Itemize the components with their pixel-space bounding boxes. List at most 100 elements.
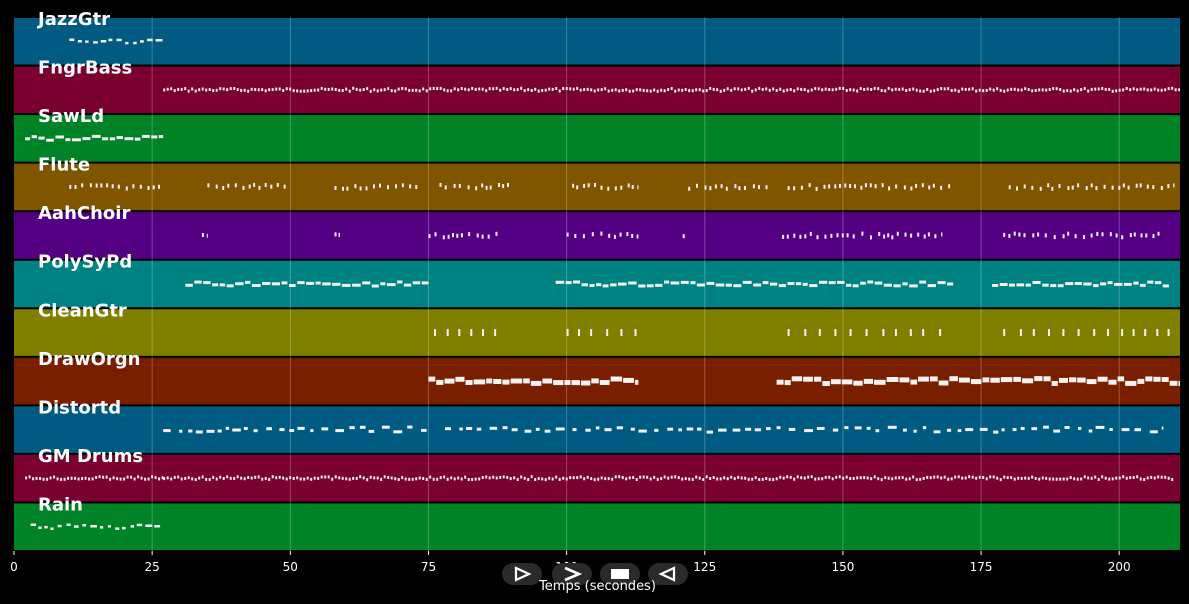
note xyxy=(310,89,313,93)
note xyxy=(201,233,204,237)
note xyxy=(982,89,985,93)
note xyxy=(985,477,988,481)
note xyxy=(485,475,488,479)
note xyxy=(919,280,927,284)
note xyxy=(933,89,936,93)
chevron-right-icon xyxy=(564,566,583,582)
note xyxy=(1006,88,1009,92)
note xyxy=(1146,476,1149,480)
note xyxy=(894,329,897,336)
note xyxy=(422,87,425,91)
note xyxy=(458,183,461,188)
note xyxy=(474,477,477,481)
note xyxy=(412,281,421,285)
note xyxy=(599,380,610,385)
note xyxy=(852,477,855,480)
note xyxy=(589,284,595,287)
note xyxy=(1019,329,1022,336)
note xyxy=(38,136,45,140)
note xyxy=(297,426,305,430)
note xyxy=(716,477,719,481)
note xyxy=(1034,89,1037,92)
note xyxy=(502,475,505,479)
note xyxy=(1062,477,1065,481)
note xyxy=(895,184,898,189)
track-label: Flute xyxy=(38,155,90,176)
note xyxy=(506,88,509,91)
note xyxy=(861,231,864,236)
note xyxy=(702,478,705,481)
note xyxy=(596,283,602,287)
note xyxy=(1062,89,1065,93)
stop-button[interactable] xyxy=(600,563,640,585)
note xyxy=(1010,476,1013,480)
note xyxy=(726,477,729,481)
note xyxy=(359,475,362,479)
note xyxy=(779,87,782,91)
note xyxy=(379,183,381,188)
note xyxy=(530,380,542,386)
note xyxy=(191,87,194,91)
note xyxy=(488,476,491,480)
note xyxy=(488,87,491,91)
note xyxy=(730,475,733,479)
note xyxy=(936,88,939,92)
note xyxy=(1069,89,1072,93)
note xyxy=(219,283,226,287)
note xyxy=(1149,430,1158,434)
note xyxy=(208,88,211,91)
note xyxy=(1160,186,1163,190)
forward-button[interactable] xyxy=(552,563,592,585)
note xyxy=(614,186,617,191)
note xyxy=(927,284,936,288)
note xyxy=(947,282,954,286)
note xyxy=(341,476,344,480)
note xyxy=(758,185,760,190)
note xyxy=(486,378,493,384)
note xyxy=(254,475,257,479)
note xyxy=(834,329,837,336)
note xyxy=(1150,475,1153,479)
note xyxy=(581,380,591,386)
note xyxy=(95,183,98,188)
note xyxy=(390,89,393,93)
note xyxy=(1052,477,1055,481)
note xyxy=(421,281,429,285)
note xyxy=(787,282,795,285)
note xyxy=(913,429,917,433)
note xyxy=(854,184,856,189)
note xyxy=(691,477,694,481)
note xyxy=(1057,284,1064,288)
note xyxy=(730,88,733,92)
note xyxy=(447,234,450,239)
note xyxy=(69,38,75,41)
note xyxy=(597,477,600,481)
track-label: Distortd xyxy=(38,397,121,418)
note xyxy=(299,477,302,481)
note xyxy=(450,476,453,480)
note xyxy=(411,477,414,481)
note xyxy=(867,280,874,284)
note xyxy=(233,87,236,90)
note xyxy=(1121,428,1130,432)
note xyxy=(949,376,958,382)
play-button[interactable] xyxy=(502,563,542,585)
track-lane xyxy=(14,454,1180,502)
back-button[interactable] xyxy=(648,563,688,585)
note xyxy=(1073,88,1076,92)
note xyxy=(222,87,225,91)
note xyxy=(784,380,791,386)
note xyxy=(660,477,663,481)
note xyxy=(1139,87,1142,91)
note xyxy=(947,428,952,432)
note xyxy=(1118,185,1121,190)
note xyxy=(458,329,461,336)
note xyxy=(1090,87,1093,91)
note xyxy=(397,280,403,284)
note xyxy=(264,477,267,480)
note xyxy=(880,89,883,92)
note xyxy=(509,87,512,91)
note xyxy=(1051,381,1058,386)
note xyxy=(1178,88,1180,92)
note xyxy=(439,476,442,480)
